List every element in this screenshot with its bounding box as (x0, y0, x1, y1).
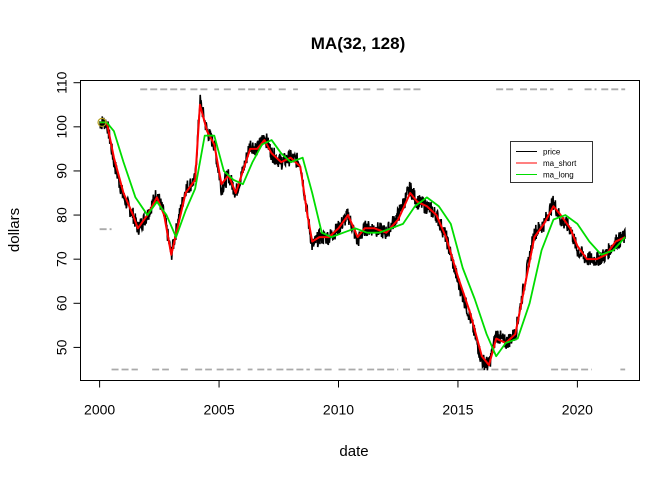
ma-short-line (99, 103, 626, 367)
y-tick-label: 80 (54, 207, 70, 223)
signal-lines (99, 88, 626, 371)
legend: price ma_short ma_long (510, 141, 593, 183)
start-marker (97, 117, 107, 128)
y-axis: 50 60 70 80 90 100 110 (54, 71, 81, 355)
y-tick-label: 50 (54, 339, 70, 355)
x-axis-title: date (339, 443, 368, 460)
y-tick-label: 70 (54, 251, 70, 267)
legend-label: ma_long (543, 171, 574, 180)
legend-box (510, 141, 593, 183)
y-tick-label: 90 (54, 163, 70, 179)
x-tick-label: 2015 (442, 402, 473, 418)
y-tick-label: 110 (54, 71, 70, 94)
x-tick-label: 2005 (203, 402, 234, 418)
y-tick-label: 100 (54, 115, 70, 139)
chart-title: MA(32, 128) (311, 34, 405, 53)
x-tick-label: 2010 (323, 402, 354, 418)
ma-long-line (99, 121, 626, 358)
x-tick-label: 2020 (562, 402, 593, 418)
plot-frame (80, 80, 640, 381)
y-tick-label: 60 (54, 295, 70, 311)
x-tick-label: 2000 (84, 402, 115, 418)
x-axis: 2000 2005 2010 2015 2020 (84, 380, 593, 418)
y-axis-title: dollars (6, 208, 23, 252)
legend-label: ma_short (543, 159, 577, 168)
series-lines (97, 94, 626, 371)
legend-label: price (543, 148, 561, 157)
